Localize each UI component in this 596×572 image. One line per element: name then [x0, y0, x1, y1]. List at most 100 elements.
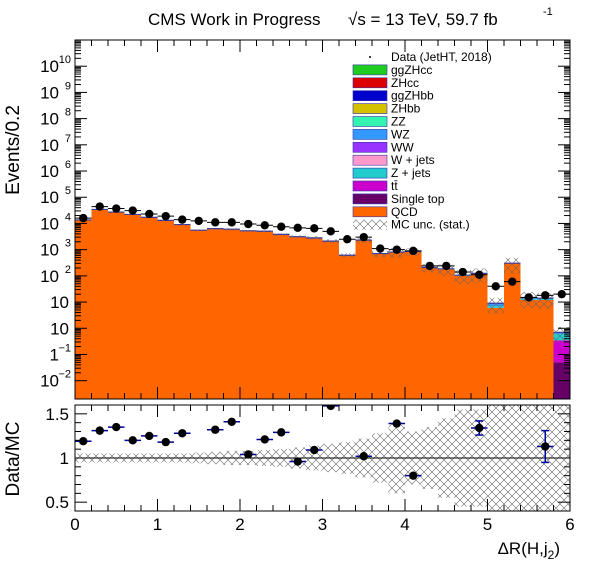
- data-point: [244, 219, 253, 229]
- legend-swatch: [352, 77, 388, 89]
- data-point: [442, 261, 451, 271]
- energy-exponent: -1: [543, 6, 553, 18]
- mc-unc-band: [190, 229, 207, 231]
- data-point: [194, 216, 203, 226]
- bar-qcd: [190, 230, 207, 399]
- bar-qcd: [256, 231, 273, 399]
- y-tick-label: 10: [40, 110, 59, 129]
- ratio-data-points: [75, 405, 554, 480]
- data-point: [95, 202, 104, 211]
- legend-swatch: [352, 103, 388, 114]
- data-point: [541, 291, 550, 300]
- data-point: [79, 213, 88, 223]
- bar-qcd: [322, 241, 339, 399]
- ratio-point: [95, 426, 104, 435]
- ratio-mc-uncertainty: [75, 405, 570, 511]
- legend-swatch: [352, 167, 388, 179]
- data-point: [409, 246, 418, 256]
- data-point: [211, 218, 220, 227]
- ratio-axes: 0.5 1 1.5 0 1 2 3 4 5 6: [45, 404, 575, 534]
- mc-unc-band: [454, 270, 471, 285]
- data-point: [508, 277, 517, 286]
- legend-label: ggZHcc: [391, 63, 432, 77]
- legend-label: Single top: [391, 192, 445, 206]
- bar-qcd: [91, 209, 108, 399]
- legend-swatch: [352, 154, 388, 166]
- mc-unc-band: [256, 230, 273, 233]
- legend-label: ZZ: [391, 115, 406, 129]
- ratio-point: [326, 405, 335, 411]
- data-point: [227, 218, 236, 227]
- legend-label: Z + jets: [391, 166, 431, 180]
- ratio-point: [475, 423, 484, 433]
- legend-label: W + jets: [391, 153, 435, 167]
- data-point: [359, 232, 368, 242]
- y-tick-exponent: 7: [65, 133, 71, 145]
- legend-label: ZHbb: [391, 102, 421, 116]
- bar-qcd: [273, 234, 290, 399]
- y-tick-label: 10: [40, 214, 59, 233]
- top-stack-bars: [75, 208, 570, 399]
- data-point: [491, 282, 500, 291]
- bar-qcd: [504, 263, 521, 399]
- y-tick-exponent: −1: [58, 342, 71, 354]
- mc-unc-band: [207, 227, 224, 230]
- legend-label: ZHcc: [391, 76, 419, 90]
- data-point: [458, 267, 467, 277]
- y-tick-label: 10: [40, 267, 59, 286]
- y-tick-exponent: 4: [65, 211, 71, 223]
- data-point: [425, 261, 434, 271]
- legend-swatch: [352, 180, 388, 192]
- mc-unc-band: [174, 224, 191, 226]
- y-tick-label: 10: [50, 293, 69, 312]
- ratio-point: [293, 457, 302, 466]
- ratio-y-tick-label: 0.5: [45, 493, 69, 512]
- bar-qcd: [454, 275, 471, 399]
- data-point: [557, 289, 566, 299]
- data-point: [260, 221, 269, 230]
- ratio-x-tick-label: 1: [153, 515, 162, 534]
- data-point: [343, 235, 352, 244]
- xlabel-sub: 2: [548, 548, 555, 562]
- bar-qcd: [174, 224, 191, 399]
- legend-label: ggZHbb: [391, 89, 434, 103]
- y-tick-label: 10: [40, 241, 59, 260]
- legend-marker-data: [369, 56, 371, 58]
- mc-unc-band: [223, 228, 240, 231]
- energy-label: √s = 13 TeV, 59.7 fb: [348, 10, 498, 29]
- data-point: [475, 270, 484, 279]
- ratio-x-tick-label: 0: [70, 515, 79, 534]
- y-tick-exponent: 8: [65, 107, 71, 119]
- ratio-ylabel: Data/MC: [3, 422, 24, 497]
- bar-qcd: [405, 251, 422, 399]
- legend-swatch: [352, 142, 388, 153]
- bar-qcd: [537, 299, 554, 399]
- ratio-point: [145, 431, 154, 441]
- y-tick-exponent: 9: [65, 80, 71, 92]
- bar-qcd: [487, 307, 504, 399]
- y-tick-label: 1: [50, 345, 59, 364]
- ratio-point: [112, 422, 121, 432]
- data-point: [277, 222, 286, 231]
- legend-swatch: [352, 64, 388, 76]
- bar-tt-: [553, 340, 570, 363]
- ratio-point: [541, 442, 550, 451]
- ratio-point: [211, 425, 220, 434]
- y-tick-exponent: 2: [65, 264, 71, 276]
- bar-qcd: [124, 214, 141, 399]
- data-point: [161, 211, 170, 221]
- ratio-x-tick-label: 6: [565, 515, 574, 534]
- bar-qcd: [306, 237, 323, 399]
- y-tick-label: 10: [50, 319, 69, 338]
- bar-qcd: [471, 273, 488, 399]
- bar-qcd: [421, 267, 438, 399]
- mc-unc-band: [240, 229, 257, 232]
- top-data-points: [75, 202, 570, 302]
- y-tick-label: 10: [40, 188, 59, 207]
- mc-unc-band: [339, 253, 356, 258]
- y-tick-label: 10: [40, 57, 59, 76]
- mc-unc-band: [537, 292, 554, 309]
- ratio-point: [244, 450, 253, 459]
- data-point: [293, 223, 302, 233]
- ratio-point: [128, 436, 137, 445]
